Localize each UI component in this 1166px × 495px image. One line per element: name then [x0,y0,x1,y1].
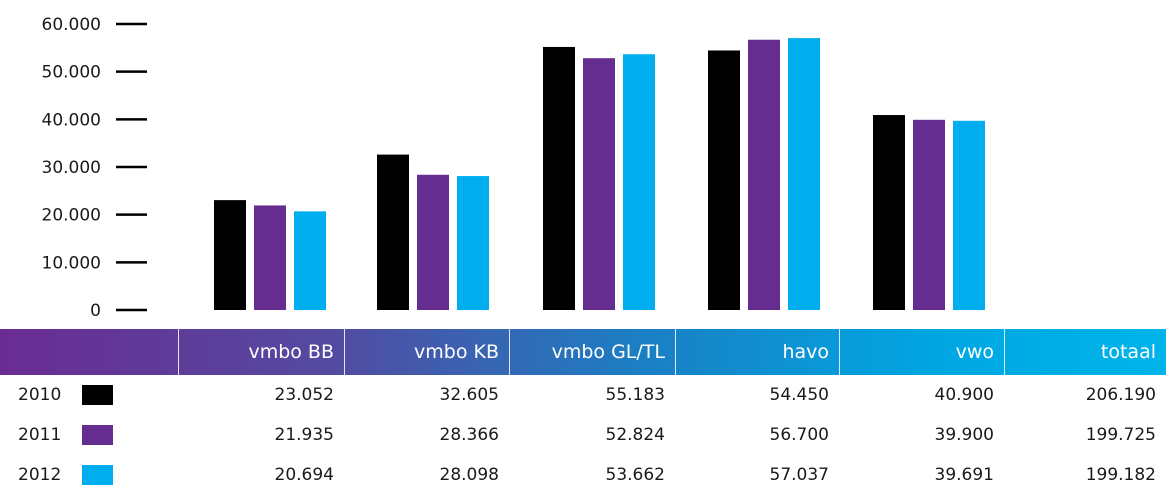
table-cell: 21.935 [274,425,334,445]
y-tick-label: 50.000 [42,63,101,83]
column-header: vmbo GL/TL [509,329,675,375]
bar-2011-havo [748,39,780,310]
bar-2012-vwo [953,120,985,310]
column-header: totaal [1004,329,1166,375]
bar-2010-vmbo-bb [214,200,246,310]
table-row: 2011 21.935 28.366 52.824 56.700 39.900 199.72… [0,415,1166,455]
y-tick-label: 10.000 [42,253,101,273]
bar-2012-vmbo-kb [457,176,489,310]
bar-2012-vmbo-bb [294,211,326,310]
y-tick-label: 20.000 [42,206,101,226]
bar-2011-vmbo-gl-tl [583,58,615,311]
y-tick-label: 40.000 [42,110,101,130]
table-cell: 54.450 [769,385,829,405]
bar-chart: 0 10.000 20.000 30.000 40.000 50.000 60.000 [42,15,985,321]
series-label: 2012 [18,465,62,485]
bar-2010-vmbo-kb [377,154,409,310]
column-header: havo [675,329,839,375]
table-cell: 199.182 [1085,465,1156,485]
column-header: vmbo KB [344,329,509,375]
series-label: 2011 [18,425,62,445]
legend-swatch [82,425,113,445]
y-tick-label: 0 [90,301,101,321]
bar-2011-vwo [913,119,945,310]
bar-2012-havo [788,38,820,311]
table-cell: 28.366 [439,425,499,445]
column-header: vmbo BB [178,329,344,375]
bar-2012-vmbo-gl-tl [623,54,655,310]
table-cell: 39.900 [934,425,994,445]
bar-2011-vmbo-kb [417,174,449,310]
table-cell: 57.037 [769,465,829,485]
table-cell: 55.183 [605,385,665,405]
table-cell: 20.694 [274,465,334,485]
legend-swatch [82,385,113,405]
y-tick-label: 60.000 [42,15,101,35]
bar-2010-vwo [873,115,905,310]
series-label: 2010 [18,385,62,405]
legend-swatch [82,465,113,485]
table-body: 2010 23.052 32.605 55.183 54.450 40.900 206.19… [0,375,1166,495]
y-axis: 0 10.000 20.000 30.000 40.000 50.000 60.000 [42,15,147,321]
table-cell: 53.662 [605,465,665,485]
table-row: 2012 20.694 28.098 53.662 57.037 39.691 199.18… [0,455,1166,495]
bar-2011-vmbo-bb [254,205,286,310]
table-header: vmbo BB vmbo KB vmbo GL/TL havo vwo totaal [0,329,1166,375]
table-cell: 23.052 [274,385,334,405]
table-cell: 199.725 [1085,425,1156,445]
table-cell: 52.824 [605,425,665,445]
table-cell: 40.900 [934,385,994,405]
table-row: 2010 23.052 32.605 55.183 54.450 40.900 206.19… [0,375,1166,415]
data-table: vmbo BB vmbo KB vmbo GL/TL havo vwo totaal 20… [0,329,1166,495]
y-tick-label: 30.000 [42,158,101,178]
table-cell: 56.700 [769,425,829,445]
column-header: vwo [839,329,1004,375]
bar-2010-havo [708,50,740,311]
table-cell: 32.605 [439,385,499,405]
bars [214,38,985,311]
table-cell: 28.098 [439,465,499,485]
table-cell: 39.691 [934,465,994,485]
table-cell: 206.190 [1085,385,1156,405]
bar-2010-vmbo-gl-tl [543,46,575,311]
